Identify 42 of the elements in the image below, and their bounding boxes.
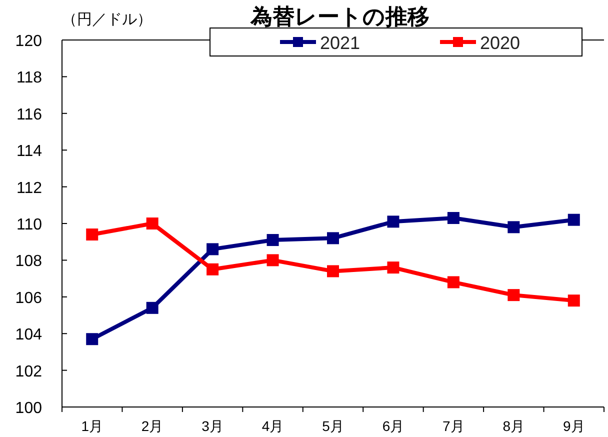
x-tick-label: 9月 xyxy=(562,418,585,434)
point xyxy=(327,265,339,278)
x-tick-label: 3月 xyxy=(202,418,224,434)
point xyxy=(508,221,520,234)
point xyxy=(146,218,158,230)
y-tick-label: 112 xyxy=(16,180,42,197)
y-tick-label: 120 xyxy=(15,33,42,50)
y-tick-label: 110 xyxy=(16,216,42,234)
x-tick-label: 6月 xyxy=(382,418,404,434)
point xyxy=(387,262,400,274)
point xyxy=(568,214,580,226)
point xyxy=(146,302,158,314)
point xyxy=(387,216,400,228)
y-axis-title: （円／ドル） xyxy=(62,11,152,28)
y-tick-label: 114 xyxy=(16,143,42,160)
chart-title: 為替レートの推移 xyxy=(250,4,430,29)
point xyxy=(266,254,279,266)
legend-label: 2020 xyxy=(480,33,520,53)
y-tick-label: 118 xyxy=(16,70,42,87)
point xyxy=(206,243,219,256)
point xyxy=(86,228,98,241)
y-tick-label: 116 xyxy=(16,106,42,124)
x-tick-label: 5月 xyxy=(322,418,344,434)
x-tick-label: 7月 xyxy=(442,418,464,434)
point xyxy=(266,234,279,246)
y-tick-label: 108 xyxy=(15,253,42,270)
point xyxy=(447,276,460,288)
x-tick-label: 8月 xyxy=(502,418,525,434)
y-tick-label: 104 xyxy=(15,326,42,344)
point xyxy=(327,232,339,244)
point xyxy=(206,263,219,276)
y-tick-label: 102 xyxy=(15,363,42,380)
y-tick-label: 106 xyxy=(15,290,42,307)
point xyxy=(86,333,98,346)
x-tick-label: 4月 xyxy=(262,418,284,434)
y-tick-label: 100 xyxy=(15,400,42,417)
point xyxy=(508,289,520,302)
x-tick-label: 2月 xyxy=(141,418,164,434)
legend-label: 2021 xyxy=(320,33,360,53)
point xyxy=(568,294,580,307)
x-tick-label: 1月 xyxy=(81,418,104,434)
point xyxy=(447,212,460,224)
